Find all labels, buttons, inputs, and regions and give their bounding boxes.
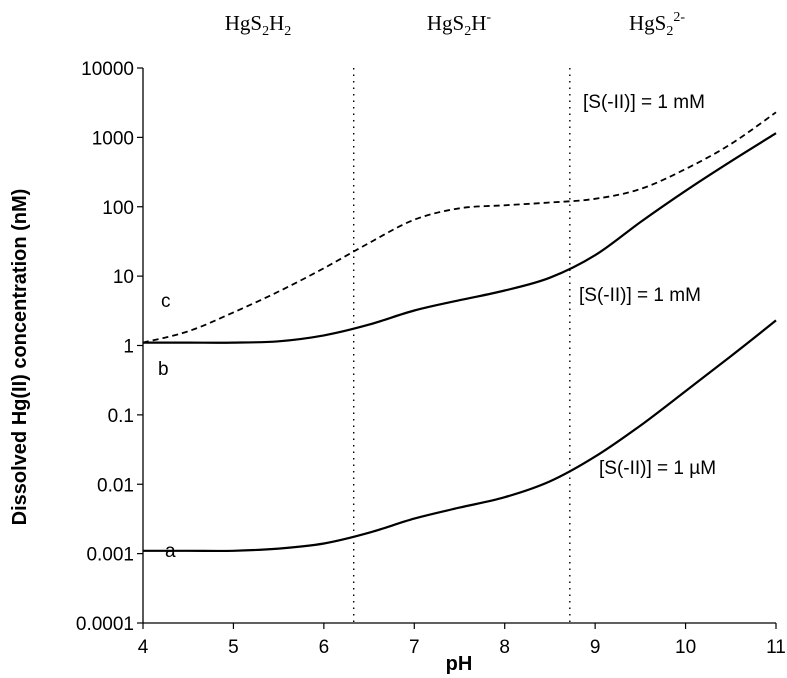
region-label: HgS22- [629, 10, 685, 39]
region-labels: HgS2H2 HgS2H- HgS22- [225, 10, 686, 39]
y-tick-label: 100 [102, 198, 134, 219]
y-tick-label: 0.0001 [76, 614, 134, 635]
series-c-label: [S(-II)] = 1 mM [583, 92, 705, 113]
species-subscript: 2 [464, 24, 471, 39]
x-axis-title: pH [446, 653, 473, 675]
y-tick-label: 0.001 [86, 545, 134, 566]
y-tick-label: 1 [123, 337, 134, 358]
species-base: HgS [629, 11, 666, 35]
species-base: HgS [427, 11, 464, 35]
x-tick-label: 9 [590, 637, 601, 658]
region-label: HgS2H- [427, 10, 492, 39]
series-a-line [143, 319, 777, 553]
x-tick-label: 11 [766, 637, 786, 658]
y-tick-label: 0.01 [97, 475, 134, 496]
series-c-letter: c [161, 291, 171, 312]
species-hydrogen: H [471, 11, 486, 35]
x-tick-label: 6 [319, 637, 330, 658]
species-hydrogen: H [269, 11, 284, 35]
series-c-line [142, 111, 777, 344]
species-superscript: 2- [673, 10, 685, 25]
y-tick-label: 10000 [81, 59, 134, 80]
series-b-letter: b [158, 359, 169, 380]
x-tick-label: 5 [228, 637, 239, 658]
species-base: HgS [225, 11, 262, 35]
y-tick-label: 10 [113, 267, 134, 288]
x-tick-label: 10 [675, 637, 696, 658]
y-axis-title: Dissolved Hg(II) concentration (nM) [9, 189, 31, 526]
species-subscript: 2 [666, 24, 673, 39]
species-superscript: - [486, 10, 491, 25]
x-ticks: 4 5 6 7 8 9 10 11 [138, 623, 786, 658]
series-curves [142, 111, 777, 553]
series-a-label: [S(-II)] = 1 µM [599, 458, 716, 479]
y-tick-label: 1000 [92, 128, 134, 149]
series-b-label: [S(-II)] = 1 mM [579, 285, 701, 306]
y-tick-label: 0.1 [108, 406, 134, 427]
series-a-letter: a [165, 541, 176, 562]
species-subscript: 2 [284, 24, 291, 39]
plot-lines [352, 68, 571, 623]
species-subscript: 2 [262, 24, 269, 39]
region-label: HgS2H2 [225, 11, 292, 39]
y-ticks: 0.0001 0.001 0.01 0.1 1 10 100 1000 10000 [76, 59, 143, 635]
x-tick-label: 4 [138, 637, 149, 658]
axes [142, 68, 776, 624]
x-tick-label: 7 [409, 637, 420, 658]
x-tick-label: 8 [499, 637, 510, 658]
series-b-line [142, 132, 777, 344]
